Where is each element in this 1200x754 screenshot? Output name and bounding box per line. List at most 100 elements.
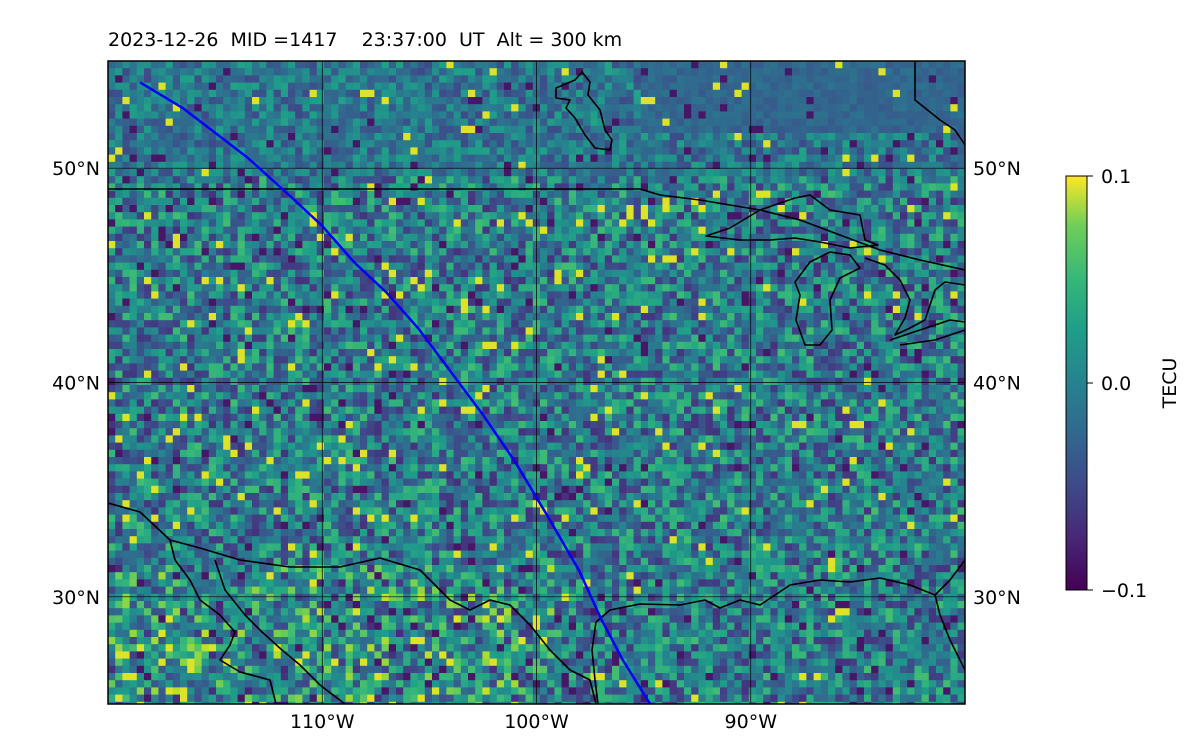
heatmap-cell <box>756 183 764 192</box>
heatmap-cell <box>900 205 908 213</box>
heatmap-cell <box>892 61 901 69</box>
heatmap-cell <box>432 104 440 112</box>
heatmap-cell <box>691 327 699 336</box>
heatmap-cell <box>208 248 217 256</box>
heatmap-cell <box>741 61 750 69</box>
heatmap-cell <box>266 118 275 127</box>
heatmap-cell <box>316 349 325 357</box>
heatmap-cell <box>309 169 318 177</box>
heatmap-cell <box>669 212 678 220</box>
heatmap-cell <box>129 284 138 292</box>
heatmap-cell <box>266 356 275 364</box>
heatmap-cell <box>237 75 246 84</box>
heatmap-cell <box>252 104 260 112</box>
heatmap-cell <box>108 197 116 206</box>
heatmap-cell <box>259 111 267 120</box>
heatmap-cell <box>648 298 656 307</box>
heatmap-cell <box>316 241 325 249</box>
heatmap-cell <box>907 349 915 357</box>
heatmap-cell <box>957 305 965 314</box>
heatmap-cell <box>756 248 764 256</box>
heatmap-cell <box>835 75 843 84</box>
heatmap-cell <box>943 133 951 141</box>
heatmap-cell <box>396 313 404 321</box>
heatmap-cell <box>381 82 390 91</box>
heatmap-cell <box>885 111 894 120</box>
heatmap-cell <box>806 82 815 91</box>
heatmap-cell <box>244 269 253 278</box>
heatmap-cell <box>640 147 649 156</box>
heatmap-cell <box>381 356 390 364</box>
heatmap-cell <box>489 111 498 120</box>
heatmap-cell <box>964 305 965 314</box>
heatmap-cell <box>720 133 728 141</box>
heatmap-cell <box>165 161 174 170</box>
heatmap-cell <box>576 118 584 127</box>
heatmap-cell <box>784 161 793 170</box>
heatmap-cell <box>878 219 887 228</box>
heatmap-cell <box>820 61 829 69</box>
heatmap-cell <box>518 327 527 336</box>
heatmap-cell <box>943 241 951 249</box>
heatmap-cell <box>676 219 685 228</box>
heatmap-cell <box>388 169 397 177</box>
heatmap-cell <box>842 133 851 141</box>
heatmap-cell <box>612 284 620 292</box>
heatmap-cell <box>446 277 455 285</box>
heatmap-cell <box>568 356 577 364</box>
heatmap-cell <box>741 97 750 105</box>
heatmap-cell <box>360 320 368 328</box>
heatmap-cell <box>201 176 210 184</box>
heatmap-cell <box>928 327 937 336</box>
heatmap-cell <box>964 176 965 184</box>
heatmap-cell <box>187 226 195 235</box>
heatmap-cell <box>266 89 275 98</box>
heatmap-cell <box>223 205 231 213</box>
heatmap-cell <box>525 118 534 127</box>
heatmap-cell <box>676 169 685 177</box>
heatmap-cell <box>244 133 253 141</box>
heatmap-cell <box>237 133 246 141</box>
heatmap-cell <box>187 147 195 156</box>
heatmap-cell <box>712 298 721 307</box>
heatmap-cell <box>705 68 714 76</box>
heatmap-cell <box>165 248 174 256</box>
heatmap-cell <box>244 226 253 235</box>
heatmap-cell <box>669 320 678 328</box>
heatmap-cell <box>950 183 959 192</box>
heatmap-cell <box>396 154 404 163</box>
heatmap-cell <box>619 349 627 357</box>
heatmap-cell <box>309 97 318 105</box>
heatmap-cell <box>288 197 296 206</box>
heatmap-cell <box>813 68 822 76</box>
heatmap-cell <box>331 125 339 134</box>
heatmap-cell <box>165 183 174 192</box>
heatmap-cell <box>554 97 563 105</box>
heatmap-cell <box>547 104 555 112</box>
heatmap-cell <box>547 284 555 292</box>
heatmap-cell <box>964 226 965 235</box>
heatmap-cell <box>669 133 678 141</box>
heatmap-cell <box>468 75 476 84</box>
heatmap-cell <box>640 133 649 141</box>
heatmap-cell <box>108 248 116 256</box>
heatmap-cell <box>237 82 246 91</box>
heatmap-cell <box>446 327 455 336</box>
heatmap-cell <box>151 291 159 300</box>
heatmap-cell <box>720 262 728 271</box>
heatmap-cell <box>216 298 224 307</box>
heatmap-cell <box>691 248 699 256</box>
heatmap-cell <box>626 169 635 177</box>
heatmap-cell <box>374 341 383 350</box>
heatmap-cell <box>475 118 483 127</box>
plot-title: 2023-12-26 MID =1417 23:37:00 UT Alt = 3… <box>108 29 623 51</box>
heatmap-cell <box>576 125 584 134</box>
heatmap-cell <box>856 111 865 120</box>
heatmap-cell <box>489 147 498 156</box>
heatmap-cell <box>590 75 599 84</box>
heatmap-cell <box>511 313 519 321</box>
heatmap-cell <box>547 125 555 134</box>
heatmap-cell <box>424 291 433 300</box>
heatmap-cell <box>676 298 685 307</box>
